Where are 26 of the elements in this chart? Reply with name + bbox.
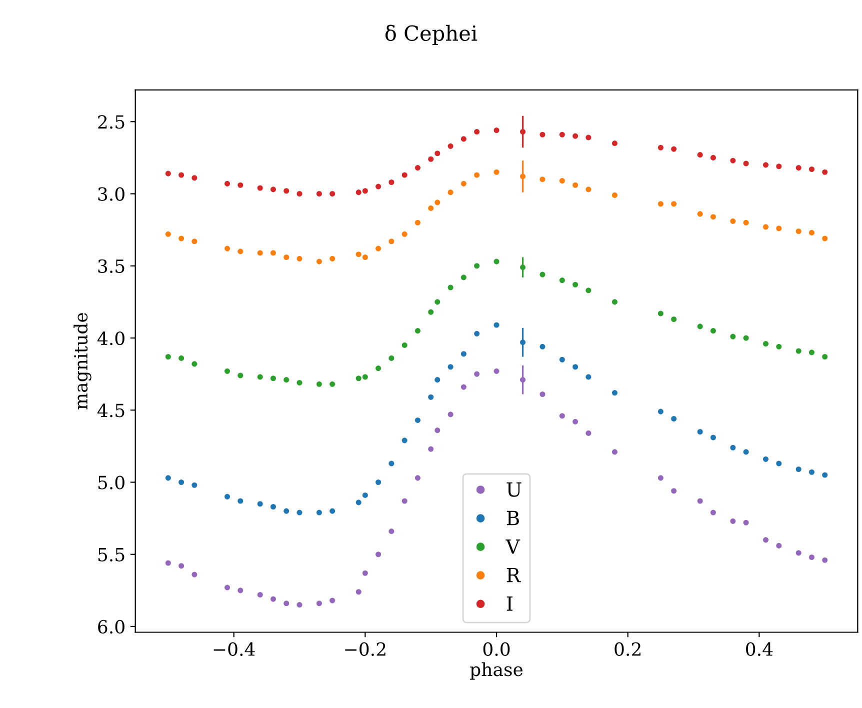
x-axis-title: phase [470,662,523,680]
y-tick-label: 6.0 [98,620,124,634]
y-tick-label: 4.0 [97,331,124,346]
x-tick-label: 0.2 [614,642,640,656]
y-tick-label: 2.5 [98,115,124,129]
legend-label: R [506,568,521,582]
y-axis-title: magnitude [74,312,92,410]
y-tick-label: 3.0 [98,187,124,201]
legend-label: B [506,510,519,526]
point [520,128,526,135]
legend-label: I [506,596,512,611]
legend-label: V [506,539,520,554]
legend-label: U [506,482,522,497]
y-tick-label: 5.0 [98,476,124,490]
point [520,264,526,270]
x-tick-label: −0.4 [214,642,255,656]
y-tick-label: 3.5 [98,259,124,273]
chart-title: δ Cephei [385,24,478,46]
y-tick-label: 4.5 [97,404,124,418]
point [520,340,526,346]
x-tick-label: −0.2 [345,642,386,656]
x-tick-label: 0.0 [483,642,510,656]
x-tick-label: 0.4 [746,642,773,656]
y-tick-label: 5.5 [98,548,124,562]
point [520,174,526,180]
point [520,377,526,383]
